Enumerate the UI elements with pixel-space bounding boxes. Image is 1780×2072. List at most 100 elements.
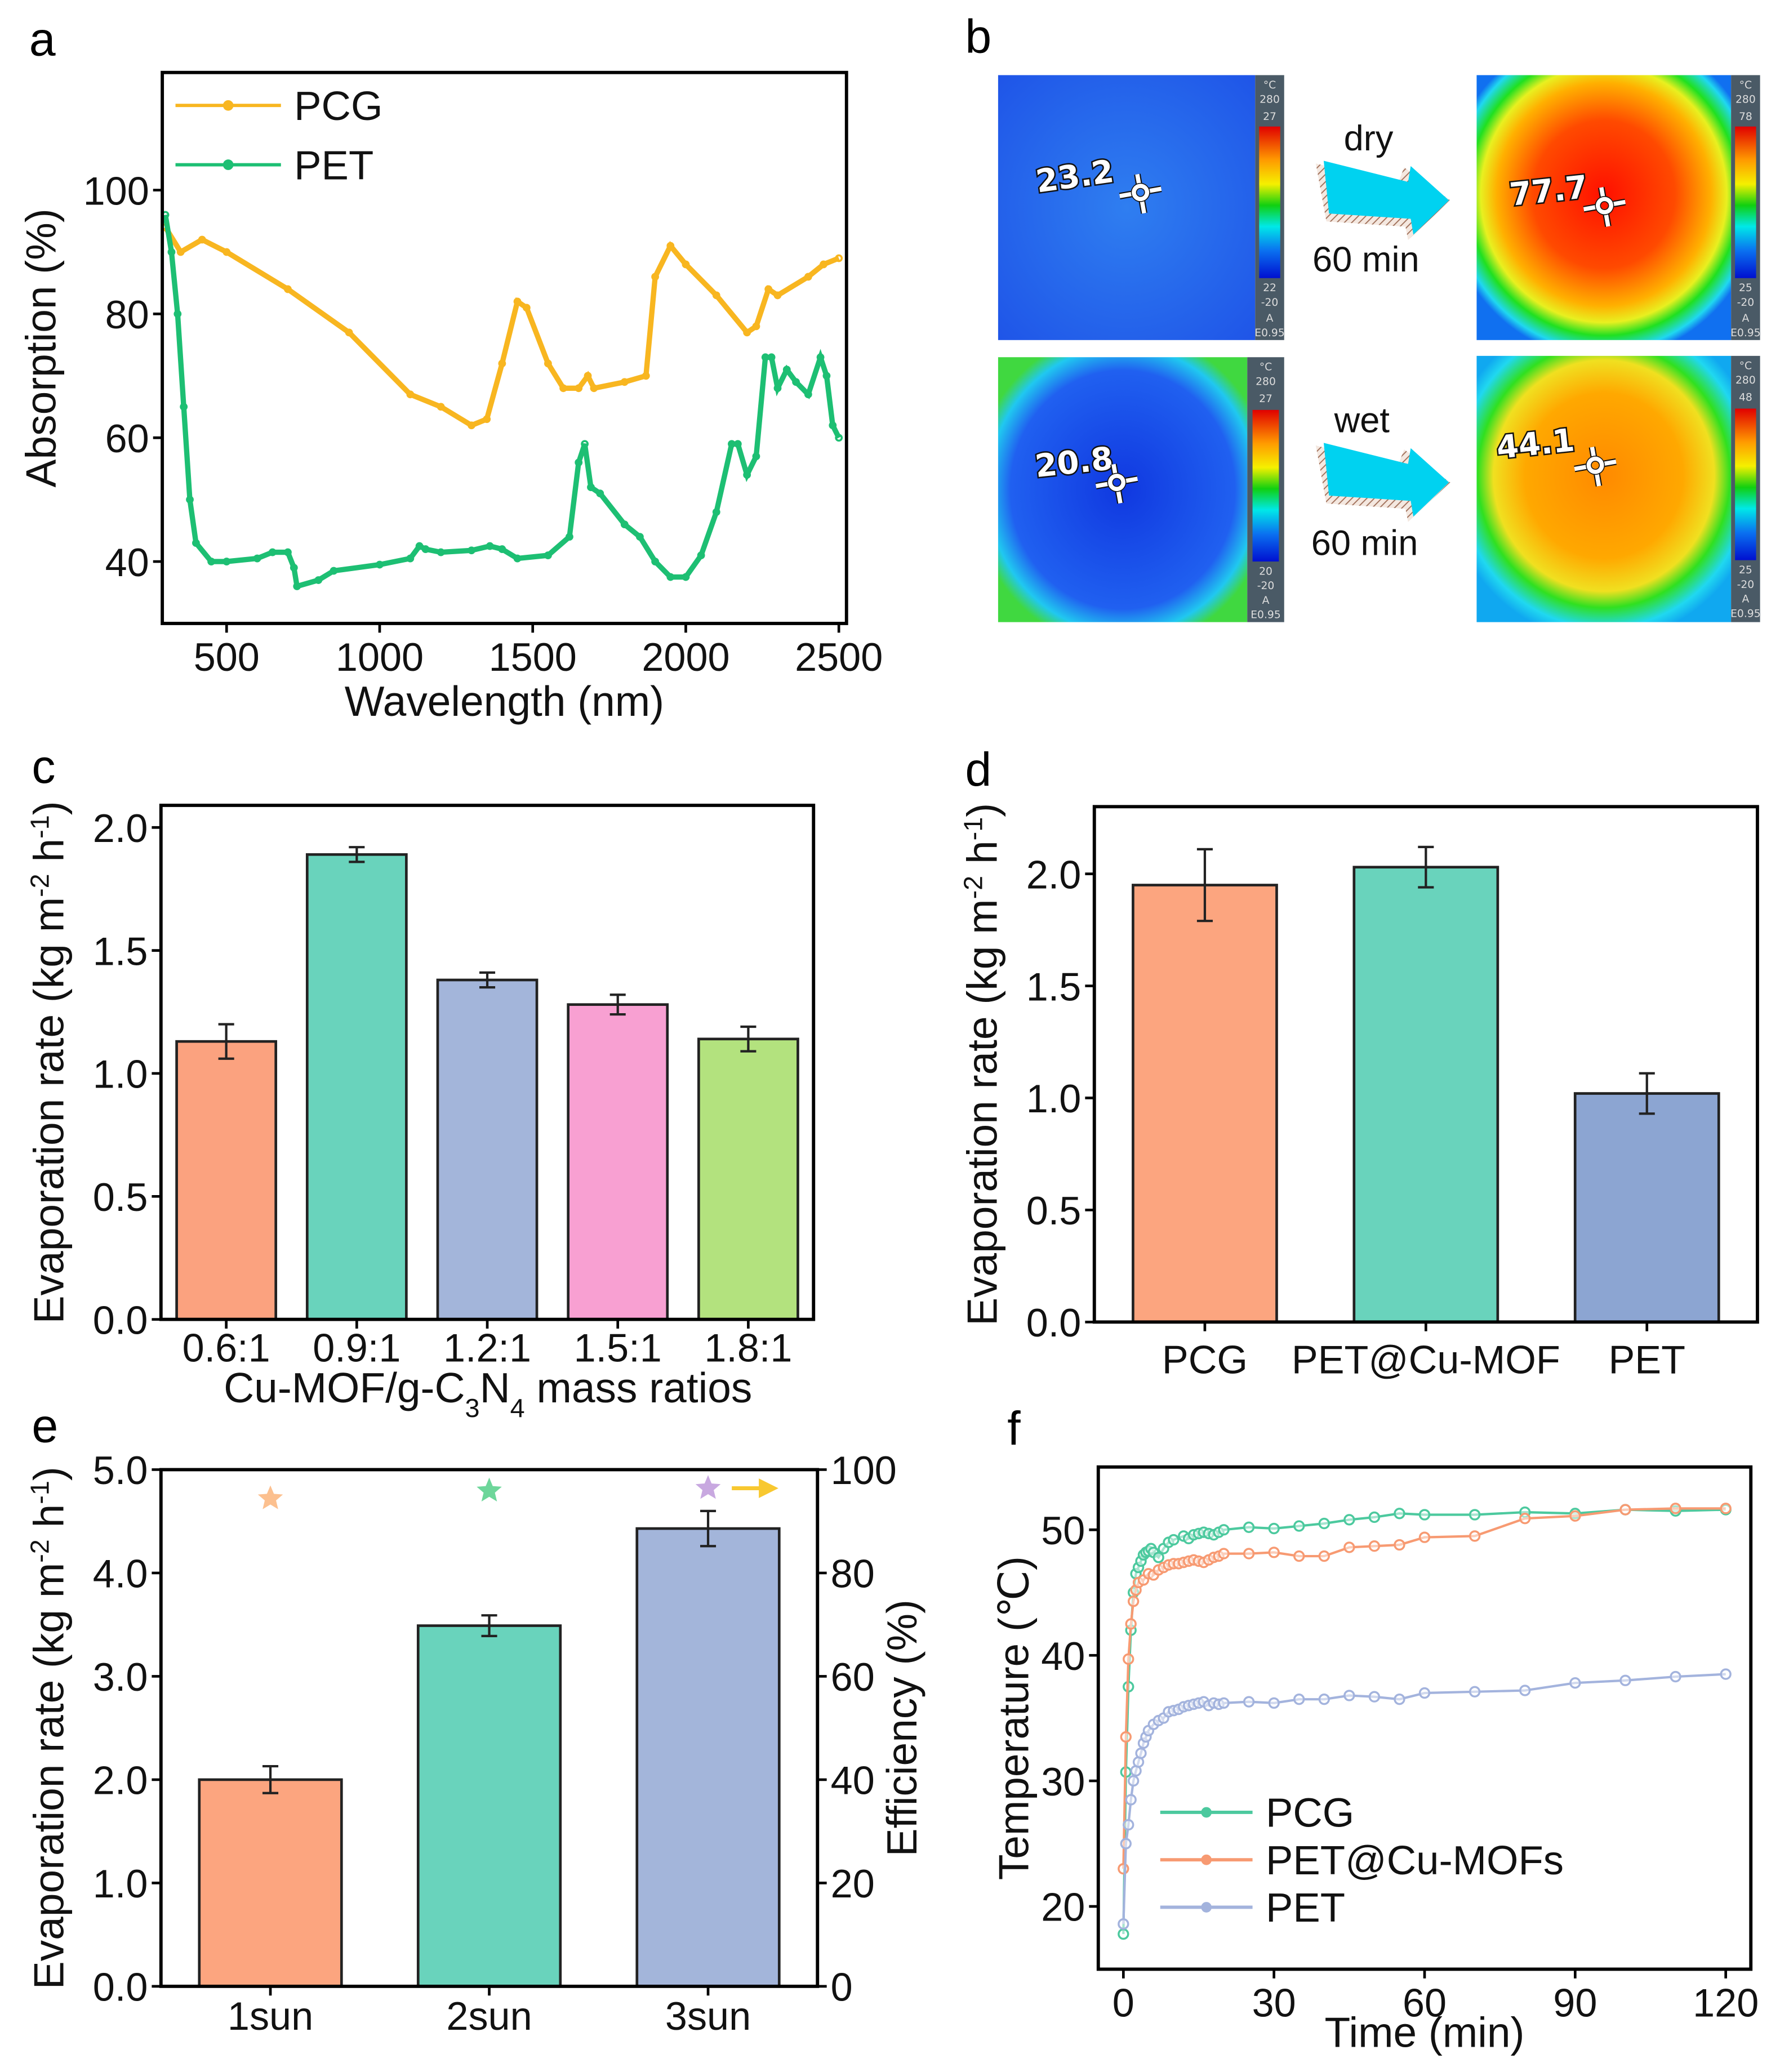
y-axis-label: Evaporation rate (kg m-2 h-1) bbox=[959, 803, 1006, 1326]
series-line bbox=[163, 226, 840, 429]
svg-text:A: A bbox=[1262, 595, 1270, 607]
bar bbox=[198, 1778, 343, 1988]
data-point bbox=[1569, 1510, 1581, 1522]
legend-label: PET@Cu-MOFs bbox=[1266, 1838, 1564, 1883]
data-point bbox=[1218, 1524, 1230, 1536]
y-axis-label-part: ) bbox=[25, 1467, 73, 1481]
category-label: PCG bbox=[1162, 1338, 1248, 1382]
data-point bbox=[1293, 1520, 1305, 1532]
data-point bbox=[712, 508, 720, 516]
y2-axis-label: Efficiency (%) bbox=[878, 1599, 925, 1856]
data-point bbox=[176, 248, 185, 256]
legend-marker bbox=[222, 100, 234, 111]
colorbar: °C 280 78 25 -20 A E0.95 bbox=[1730, 75, 1761, 340]
bar bbox=[697, 1037, 799, 1321]
chart-samples: PCG PET@Cu-MOF PET 0.0 0.5 1.0 1.5 2.0 Evaporati… bbox=[959, 803, 1759, 1382]
data-point bbox=[596, 489, 604, 498]
data-point bbox=[1118, 1928, 1129, 1940]
svg-text:A: A bbox=[1266, 313, 1274, 324]
data-point bbox=[712, 291, 720, 300]
data-point bbox=[421, 545, 430, 553]
data-point bbox=[1468, 1686, 1481, 1697]
data-point bbox=[743, 471, 751, 479]
data-point bbox=[1268, 1547, 1280, 1558]
y-tick-label: 0.5 bbox=[93, 1175, 148, 1219]
thermal-image-dry-after: °C 280 78 25 -20 A E0.95 77.7 bbox=[1476, 75, 1761, 340]
data-point bbox=[1368, 1540, 1381, 1552]
data-point bbox=[544, 359, 552, 368]
data-point bbox=[1368, 1691, 1381, 1703]
crosshair-icon bbox=[1119, 173, 1162, 214]
data-point bbox=[1218, 1697, 1230, 1709]
data-point bbox=[544, 551, 552, 559]
x-axis-label-part: 4 bbox=[510, 1393, 525, 1423]
data-point bbox=[376, 560, 384, 569]
series-pet-cu-mofs bbox=[1118, 1503, 1732, 1875]
legend-marker bbox=[1201, 1902, 1212, 1913]
y-axis-label: Evaporation rate (kg m-2 h-1) bbox=[25, 1467, 73, 1989]
data-point bbox=[822, 372, 831, 380]
thermal-image-wet-after: °C 280 48 25 -20 A E0.95 44.1 bbox=[1476, 355, 1761, 622]
panel-label-a: a bbox=[29, 12, 56, 65]
bar bbox=[305, 853, 408, 1321]
data-point bbox=[437, 548, 445, 556]
y-axis-label: Temperature (℃) bbox=[990, 1556, 1038, 1880]
colorbar: °C 280 27 20 -20 A E0.95 bbox=[1247, 357, 1284, 622]
category-label: 1.8:1 bbox=[704, 1326, 792, 1370]
chart-absorption: PCG PET 500 1000 1500 2000 2500 40 60 80 100 Wavele… bbox=[17, 70, 883, 725]
y-tick-label: 1.0 bbox=[1026, 1076, 1082, 1121]
data-point bbox=[268, 548, 277, 556]
data-point bbox=[1120, 1731, 1132, 1743]
legend-item: PET@Cu-MOFs bbox=[1160, 1838, 1564, 1883]
x-tick-label: 500 bbox=[194, 635, 260, 679]
data-point bbox=[651, 273, 660, 281]
thermal-panel: °C 280 27 22 -20 A E0.95 23.2 dry 60 min… bbox=[998, 75, 1761, 622]
y2-tick-label: 100 bbox=[831, 1448, 897, 1492]
data-point bbox=[1418, 1509, 1431, 1521]
y-tick-label: 0.0 bbox=[93, 1298, 148, 1342]
data-point bbox=[1243, 1548, 1255, 1559]
data-point bbox=[468, 546, 475, 555]
y2-tick-label: 0 bbox=[831, 1965, 853, 2009]
crosshair-icon bbox=[1583, 186, 1626, 227]
x-axis-label-part: N bbox=[480, 1364, 510, 1411]
error-bar bbox=[481, 1614, 497, 1637]
colorbar: °C 280 27 22 -20 A E0.95 bbox=[1254, 75, 1285, 340]
data-point bbox=[743, 328, 751, 337]
data-point bbox=[1468, 1530, 1481, 1542]
category-label: 1.5:1 bbox=[574, 1326, 662, 1370]
y-tick-label: 2.0 bbox=[1026, 852, 1082, 897]
bar bbox=[1132, 884, 1278, 1324]
data-point bbox=[1268, 1697, 1280, 1709]
x-axis-label: Time (min) bbox=[1325, 2009, 1525, 2056]
error-bar bbox=[1196, 848, 1213, 923]
data-point bbox=[575, 384, 583, 393]
data-point bbox=[1243, 1521, 1255, 1533]
y-tick-label: 2.0 bbox=[93, 806, 148, 850]
data-point bbox=[651, 558, 660, 565]
svg-text:A: A bbox=[1742, 313, 1749, 324]
duration-label: 60 min bbox=[1311, 523, 1418, 563]
data-point bbox=[173, 310, 182, 318]
y-axis-label-part: Evaporation rate (kg m bbox=[959, 899, 1006, 1325]
data-point bbox=[620, 520, 629, 529]
legend-marker bbox=[1201, 1854, 1212, 1865]
legend-item: PET bbox=[1160, 1885, 1345, 1931]
bar bbox=[567, 1003, 669, 1321]
data-point bbox=[636, 533, 644, 541]
category-label: PET@Cu-MOF bbox=[1292, 1338, 1560, 1382]
y-axis-label: Absorption (%) bbox=[17, 208, 65, 487]
x-tick-label: 1500 bbox=[489, 635, 577, 679]
series-pet bbox=[161, 211, 843, 590]
y-tick-label: 5.0 bbox=[93, 1448, 148, 1492]
category-label: PET bbox=[1608, 1338, 1685, 1382]
svg-text:°C: °C bbox=[1263, 79, 1276, 91]
svg-text:280: 280 bbox=[1736, 94, 1756, 106]
legend-label: PET bbox=[294, 142, 373, 188]
y-axis-label-part: -1 bbox=[25, 1481, 55, 1504]
data-point bbox=[1135, 1747, 1147, 1759]
data-point bbox=[284, 285, 292, 293]
data-point bbox=[829, 421, 837, 430]
